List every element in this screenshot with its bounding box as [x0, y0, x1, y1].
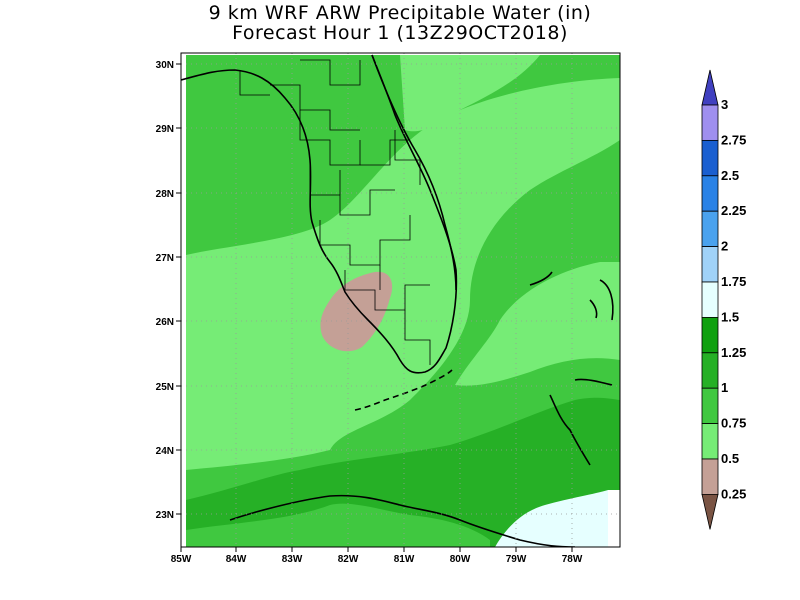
colorbar-label: 1.25 — [721, 345, 746, 360]
colorbar-label: 1.5 — [721, 309, 739, 324]
colorbar-label: 3 — [721, 97, 728, 112]
colorbar-label: 0.25 — [721, 486, 746, 501]
colorbar-segment — [701, 387, 719, 425]
lon-label: 83W — [282, 554, 303, 565]
colorbar-segment — [701, 423, 719, 460]
pw-field-050-075-east — [455, 262, 620, 386]
lat-label: 23N — [156, 510, 174, 521]
colorbar-segment — [701, 246, 719, 283]
pw-field-100-125-south — [186, 397, 620, 547]
colorbar-segment — [701, 175, 719, 212]
lon-label: 84W — [226, 554, 247, 565]
tick-marks — [176, 63, 573, 552]
colorbar-bottom-arrow — [701, 494, 719, 530]
colorbar-label: 0.75 — [721, 416, 746, 431]
county-lines — [239, 59, 431, 365]
colorbar-segment — [701, 458, 719, 495]
graticule — [181, 53, 620, 547]
title-line-2: Forecast Hour 1 (13Z29OCT2018) — [232, 22, 568, 44]
lat-label: 30N — [156, 60, 174, 71]
map-fields — [181, 53, 620, 547]
colorbar-segment — [701, 352, 719, 389]
colorbar-label: 2.5 — [721, 168, 739, 183]
colorbar-label: 2.25 — [721, 203, 746, 218]
lat-label: 25N — [156, 382, 174, 393]
colorbar-segment — [701, 210, 719, 247]
colorbar-segment — [701, 104, 719, 141]
colorbar-segment — [701, 281, 719, 318]
lon-label: 85W — [171, 554, 192, 565]
lat-label: 29N — [156, 124, 174, 135]
lon-label: 78W — [562, 554, 583, 565]
pw-field-050-075-north — [400, 55, 540, 132]
lon-label: 82W — [338, 554, 359, 565]
pw-field-050-075-main — [186, 78, 620, 470]
title-line-1: 9 km WRF ARW Precipitable Water (in) — [208, 2, 592, 24]
coastlines — [181, 54, 614, 547]
latitude-labels: 30N 29N 28N 27N 26N 25N 24N 23N — [156, 60, 174, 521]
colorbar-top-arrow — [701, 69, 719, 106]
lat-label: 27N — [156, 253, 174, 264]
pw-field-075-100-bottom — [186, 503, 490, 547]
colorbar-label: 1 — [721, 380, 728, 395]
lat-label: 24N — [156, 446, 174, 457]
pw-field-150-175 — [495, 490, 608, 547]
colorbar-label: 2 — [721, 239, 728, 254]
lon-label: 80W — [450, 554, 471, 565]
lat-label: 28N — [156, 189, 174, 200]
longitude-labels: 85W 84W 83W 82W 81W 80W 79W 78W — [171, 554, 583, 565]
colorbar-segment — [701, 139, 719, 177]
lon-label: 81W — [394, 554, 415, 565]
pw-field-025-050 — [320, 271, 393, 352]
plot-frame — [180, 52, 621, 548]
colorbar-label: 1.75 — [721, 274, 746, 289]
colorbar-label: 2.75 — [721, 132, 746, 147]
colorbar-label: 0.5 — [721, 451, 739, 466]
lon-label: 79W — [506, 554, 527, 565]
colorbar-segment — [701, 316, 719, 354]
lat-label: 26N — [156, 317, 174, 328]
colorbar: 3 2.75 2.5 2.25 2 1.75 1.5 1.25 1 0.75 0.5 0.25 — [701, 69, 746, 530]
